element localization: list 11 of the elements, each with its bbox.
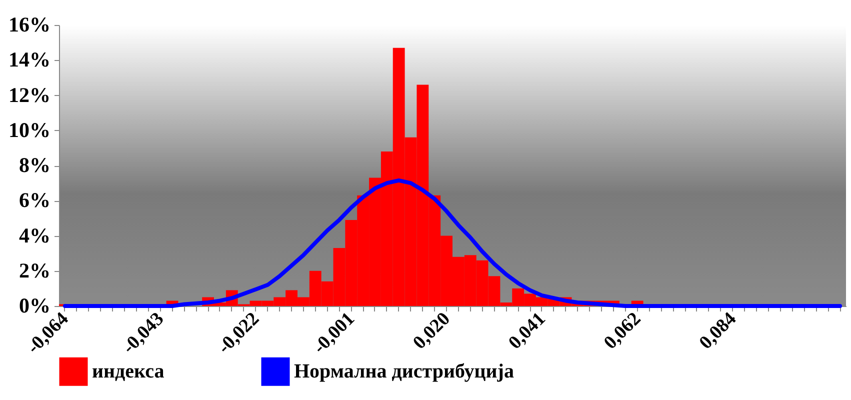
y-tick-label: 12% (8, 82, 50, 107)
y-tick-label: 0% (19, 294, 50, 318)
legend-label: индекса (92, 360, 164, 383)
y-tick-label: 8% (19, 153, 50, 177)
y-tick-label: 6% (19, 188, 50, 212)
y-tick-label: 14% (8, 48, 50, 72)
y-tick-label: 4% (19, 223, 50, 248)
y-tick-label: 10% (8, 118, 50, 142)
y-tick-label: 16% (8, 12, 50, 36)
y-tick-label: 2% (19, 258, 50, 282)
legend-label: Нормална дистрибуција (294, 360, 514, 383)
